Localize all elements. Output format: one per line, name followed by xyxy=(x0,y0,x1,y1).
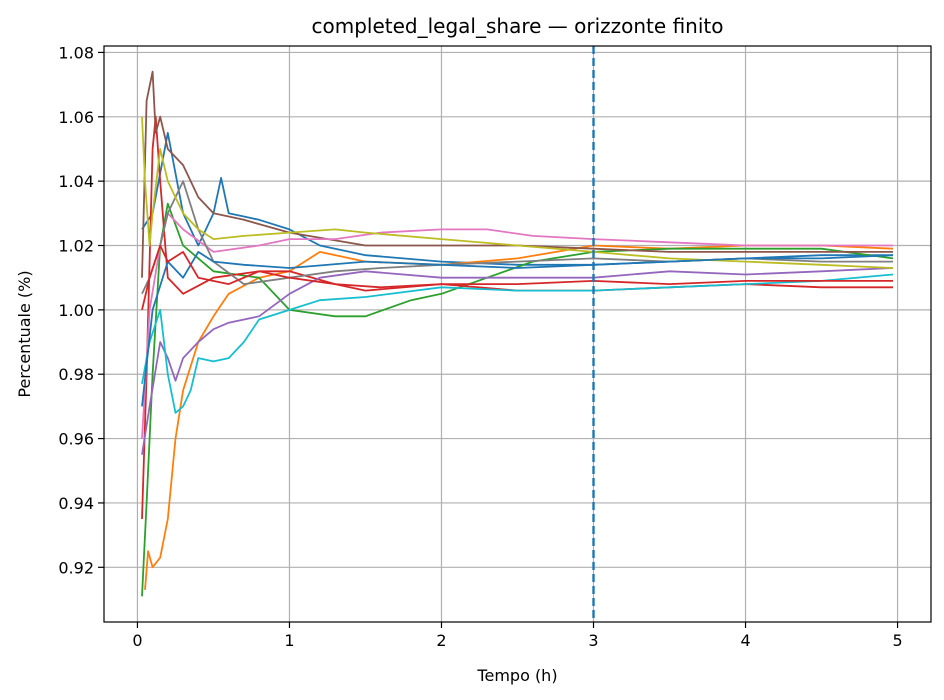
series-line-5 xyxy=(141,267,894,455)
series-layer xyxy=(141,70,894,597)
y-axis-ticks: 0.92 0.94 0.96 0.98 1.00 1.02 1.04 1.06 1.08 xyxy=(58,43,104,577)
y-tick-label: 0.94 xyxy=(58,494,94,513)
y-tick-label: 1.04 xyxy=(58,172,94,191)
series-line-12 xyxy=(141,244,893,311)
y-tick-label: 0.96 xyxy=(58,430,94,449)
x-tick-label: 4 xyxy=(740,631,750,650)
y-tick-label: 0.98 xyxy=(58,365,94,384)
x-tick-label: 0 xyxy=(132,631,142,650)
x-tick-label: 2 xyxy=(436,631,446,650)
y-tick-label: 1.08 xyxy=(58,43,94,62)
y-axis-label: Percentuale (%) xyxy=(15,270,34,397)
y-tick-label: 1.00 xyxy=(58,301,94,320)
series-line-9 xyxy=(141,116,894,269)
grid xyxy=(104,46,931,622)
x-axis-label: Tempo (h) xyxy=(476,666,557,685)
series-line-11 xyxy=(141,250,894,407)
axes-frame xyxy=(103,45,932,623)
chart-title: completed_legal_share — orizzonte finito xyxy=(312,14,724,38)
series-line-6 xyxy=(141,70,893,278)
series-line-10 xyxy=(141,273,894,414)
y-tick-label: 0.92 xyxy=(58,558,94,577)
y-tick-label: 1.06 xyxy=(58,108,94,127)
y-tick-label: 1.02 xyxy=(58,237,94,256)
x-axis-ticks: 0 1 2 3 4 5 xyxy=(132,622,903,650)
x-tick-label: 5 xyxy=(892,631,902,650)
x-tick-label: 1 xyxy=(284,631,294,650)
x-tick-label: 3 xyxy=(588,631,598,650)
